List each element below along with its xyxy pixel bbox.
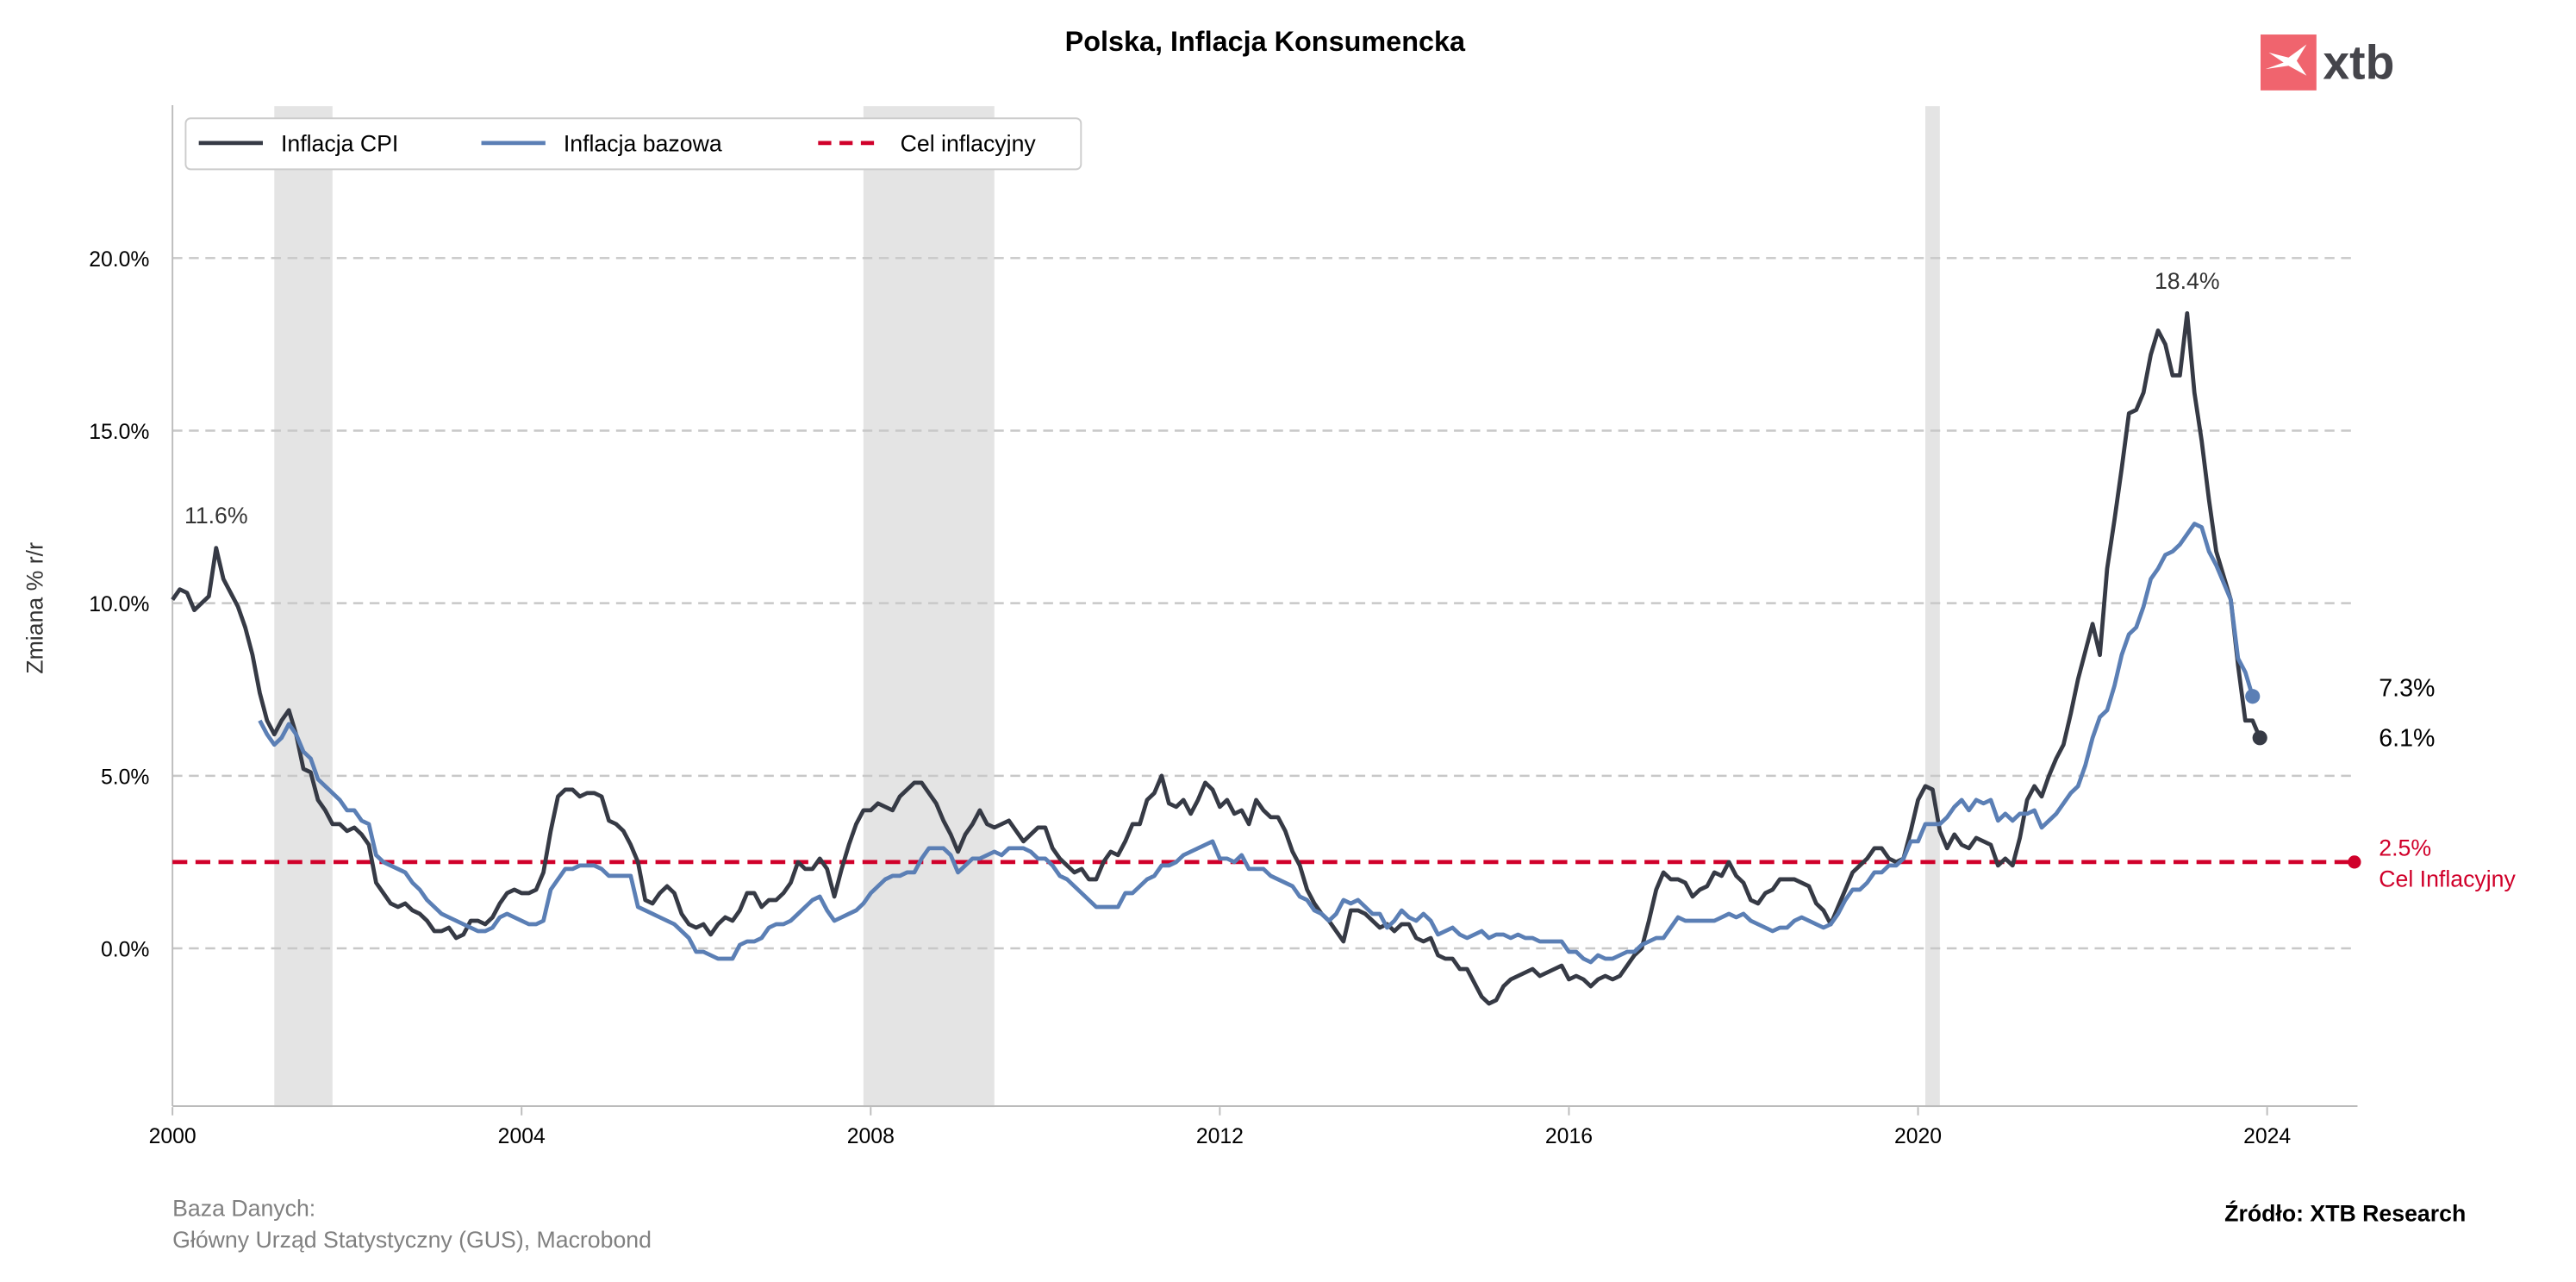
y-axis-label: Zmiana % r/r xyxy=(22,542,48,674)
target-end-dot xyxy=(2348,855,2361,869)
series-line-cpi xyxy=(171,310,2262,1006)
axes xyxy=(172,105,2358,1107)
recession-band xyxy=(863,106,995,1108)
target-value-label: 2.5% xyxy=(2379,835,2431,860)
x-tick-label: 2016 xyxy=(1545,1125,1593,1148)
logo-text: xtb xyxy=(2323,36,2394,90)
series-end-label: 6.1% xyxy=(2379,724,2435,752)
x-tick-label: 2008 xyxy=(847,1125,895,1148)
xtb-x-glyph xyxy=(2265,44,2307,76)
shaded-periods xyxy=(274,106,1940,1108)
footer-db-sources: Główny Urząd Statystyczny (GUS), Macrobo… xyxy=(172,1227,652,1253)
legend-label-target: Cel inflacyjny xyxy=(901,130,1037,156)
peak-annotation: 11.6% xyxy=(184,503,248,528)
legend-box xyxy=(184,117,1082,171)
x-tick-label: 2020 xyxy=(1894,1125,1942,1148)
footer-source: Źródło: XTB Research xyxy=(2224,1200,2466,1226)
xtb-logo: xtb xyxy=(2261,34,2394,91)
y-tick-label: 20.0% xyxy=(89,248,149,272)
y-tick-label: 0.0% xyxy=(101,939,149,962)
series-end-dot xyxy=(2245,689,2261,704)
series-line-core xyxy=(258,522,2255,965)
legend-label-cpi: Inflacja CPI xyxy=(281,130,398,156)
legend-label-core: Inflacja bazowa xyxy=(564,130,722,156)
x-tick-label: 2004 xyxy=(498,1125,546,1148)
y-tick-label: 10.0% xyxy=(89,593,149,616)
footer-db-label: Baza Danych: xyxy=(172,1196,315,1222)
legend: Inflacja CPI Inflacja bazowa Cel inflacy… xyxy=(184,117,1082,171)
recession-band xyxy=(274,106,333,1108)
y-tick-label: 15.0% xyxy=(89,421,149,444)
recession-band xyxy=(1924,106,1940,1108)
x-tick-label: 2012 xyxy=(1196,1125,1244,1148)
chart-title: Polska, Inflacja Konsumencka xyxy=(1065,26,1466,57)
gridlines xyxy=(172,257,2355,950)
target-text-label: Cel Inflacyjny xyxy=(2379,866,2516,892)
series-end-label: 7.3% xyxy=(2379,675,2435,703)
x-tick-label: 2024 xyxy=(2243,1125,2291,1148)
y-tick-label: 5.0% xyxy=(101,766,149,789)
x-tick-label: 2000 xyxy=(149,1125,196,1148)
series-end-dot xyxy=(2252,730,2267,746)
peak-annotation: 18.4% xyxy=(2155,268,2220,294)
